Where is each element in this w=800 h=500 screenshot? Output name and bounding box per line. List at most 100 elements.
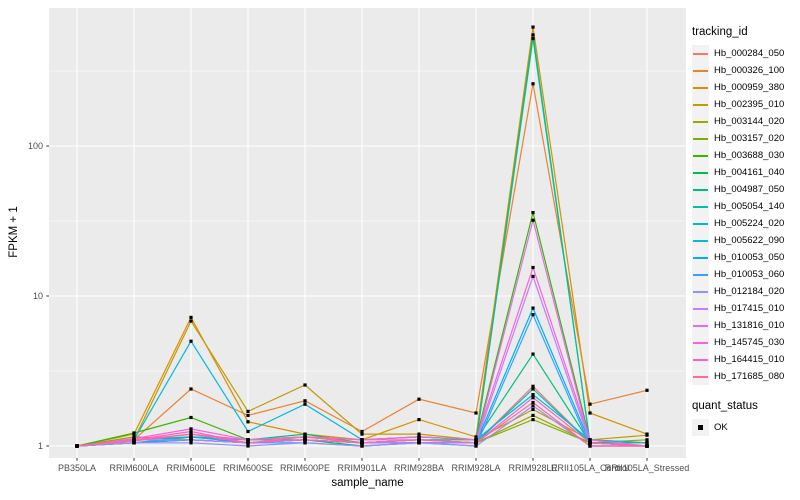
- y-tick-labels: 1 10 100: [28, 141, 43, 451]
- series-color-line: [693, 239, 708, 242]
- legend-item-label: Hb_171685_080: [714, 371, 785, 382]
- legend-key-swatch: [692, 300, 709, 317]
- series-color-line: [693, 171, 708, 174]
- x-tick-label: RRIM901LA: [337, 463, 386, 473]
- x-tick-label: RRII105LA_Stressed: [605, 463, 690, 473]
- y-tick-label: 100: [28, 141, 43, 151]
- legend-item-Hb_010053_060: Hb_010053_060: [692, 266, 798, 283]
- legend-key-swatch: [692, 419, 709, 436]
- series-color-line: [693, 358, 708, 361]
- legend-item-label: Hb_003144_020: [714, 116, 785, 127]
- y-axis-title: FPKM + 1: [8, 206, 20, 258]
- legend-item-Hb_131816_010: Hb_131816_010: [692, 317, 798, 334]
- legend-item-Hb_002395_010: Hb_002395_010: [692, 96, 798, 113]
- x-tick-label: RRIM600SE: [223, 463, 273, 473]
- grid-major: [49, 8, 686, 458]
- legend-item-label: Hb_000959_380: [714, 82, 785, 93]
- legend-item-label: Hb_017415_010: [714, 303, 785, 314]
- legend-title-tracking-id: tracking_id: [692, 26, 748, 38]
- x-axis-title: sample_name: [331, 477, 404, 489]
- x-tick-labels: PB350LA RRIM600LA RRIM600LE RRIM600SE RRIM60…: [58, 463, 689, 473]
- series-color-line: [693, 222, 708, 225]
- series-color-line: [693, 307, 708, 310]
- legend-title-quant-status: quant_status: [692, 400, 758, 412]
- legend-item-Hb_010053_050: Hb_010053_050: [692, 249, 798, 266]
- legend-key-swatch: [692, 45, 709, 62]
- legend-item-label: Hb_004161_040: [714, 167, 785, 178]
- legend: tracking_id Hb_000284_050 Hb_000326_100 Hb…: [692, 26, 798, 436]
- y-tick-label: 10: [33, 291, 43, 301]
- legend-item-Hb_000326_100: Hb_000326_100: [692, 62, 798, 79]
- x-tick-label: PB350LA: [58, 463, 96, 473]
- legend-item-Hb_003144_020: Hb_003144_020: [692, 113, 798, 130]
- legend-key-swatch: [692, 62, 709, 79]
- x-tick-label: RRIM600LA: [109, 463, 158, 473]
- legend-item-label: Hb_003688_030: [714, 150, 785, 161]
- legend-key-swatch: [692, 232, 709, 249]
- legend-item-Hb_004987_050: Hb_004987_050: [692, 181, 798, 198]
- axis-ticks: [46, 145, 648, 461]
- legend-key-swatch: [692, 283, 709, 300]
- legend-item-Hb_164415_010: Hb_164415_010: [692, 351, 798, 368]
- x-tick-label: RRIM928BA: [394, 463, 444, 473]
- legend-key-swatch: [692, 198, 709, 215]
- series-color-line: [693, 375, 708, 378]
- legend-key-swatch: [692, 181, 709, 198]
- legend-item-label: Hb_003157_020: [714, 133, 785, 144]
- x-tick-label: RRIM600LE: [166, 463, 215, 473]
- series-color-line: [693, 188, 708, 191]
- series-color-line: [693, 137, 708, 140]
- series-color-line: [693, 256, 708, 259]
- y-tick-label: 1: [38, 441, 43, 451]
- legend-item-Hb_000284_050: Hb_000284_050: [692, 45, 798, 62]
- legend-item-label: Hb_010053_050: [714, 252, 785, 263]
- legend-item-label: Hb_145745_030: [714, 337, 785, 348]
- legend-item-Hb_005622_090: Hb_005622_090: [692, 232, 798, 249]
- legend-item-label: Hb_005622_090: [714, 235, 785, 246]
- series-color-line: [693, 273, 708, 276]
- legend-item-label: Hb_005054_140: [714, 201, 785, 212]
- series-color-line: [693, 103, 708, 106]
- data-points: [75, 25, 649, 448]
- legend-item-label: Hb_010053_060: [714, 269, 785, 280]
- series-color-line: [693, 86, 708, 89]
- panel-background: [49, 8, 686, 458]
- legend-item-label: Hb_131816_010: [714, 320, 785, 331]
- legend-item-Hb_005054_140: Hb_005054_140: [692, 198, 798, 215]
- legend-key-swatch: [692, 113, 709, 130]
- legend-item-Hb_017415_010: Hb_017415_010: [692, 300, 798, 317]
- legend-key-swatch: [692, 249, 709, 266]
- legend-item-label: OK: [714, 422, 728, 433]
- series-color-line: [693, 341, 708, 344]
- legend-key-swatch: [692, 79, 709, 96]
- series-color-line: [693, 120, 708, 123]
- legend-item-Hb_003157_020: Hb_003157_020: [692, 130, 798, 147]
- legend-item-Hb_005224_020: Hb_005224_020: [692, 215, 798, 232]
- legend-item-quant-OK: OK: [692, 419, 798, 436]
- series-color-line: [693, 324, 708, 327]
- legend-key-swatch: [692, 96, 709, 113]
- legend-item-Hb_004161_040: Hb_004161_040: [692, 164, 798, 181]
- legend-item-label: Hb_002395_010: [714, 99, 785, 110]
- legend-item-label: Hb_000326_100: [714, 65, 785, 76]
- x-tick-label: RRIM928LA: [451, 463, 500, 473]
- legend-item-label: Hb_004987_050: [714, 184, 785, 195]
- legend-item-Hb_003688_030: Hb_003688_030: [692, 147, 798, 164]
- legend-key-swatch: [692, 130, 709, 147]
- series-color-line: [693, 154, 708, 157]
- legend-key-swatch: [692, 368, 709, 385]
- legend-items-tracking-id: Hb_000284_050 Hb_000326_100 Hb_000959_380 H…: [692, 45, 798, 385]
- legend-key-swatch: [692, 351, 709, 368]
- legend-key-swatch: [692, 164, 709, 181]
- point-icon: [698, 425, 703, 430]
- x-tick-label: RRII105LA_Control: [551, 463, 629, 473]
- x-tick-label: RRIM600PE: [280, 463, 330, 473]
- legend-item-label: Hb_012184_020: [714, 286, 785, 297]
- series-color-line: [693, 69, 708, 72]
- legend-item-Hb_145745_030: Hb_145745_030: [692, 334, 798, 351]
- x-tick-label: RRIM928LE: [508, 463, 557, 473]
- legend-item-label: Hb_000284_050: [714, 48, 785, 59]
- legend-key-swatch: [692, 266, 709, 283]
